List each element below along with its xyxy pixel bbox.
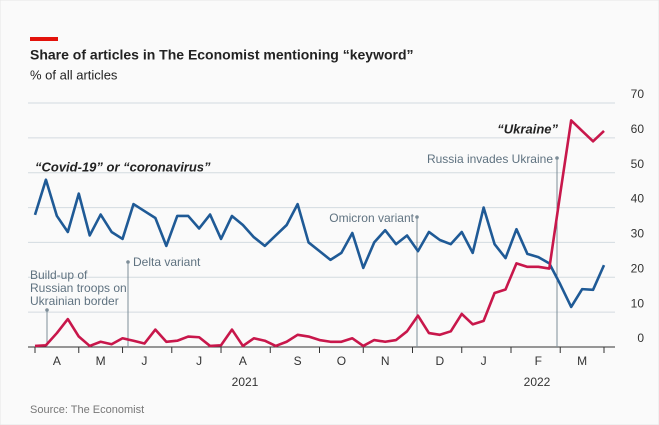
y-tick-label: 10 [631, 296, 645, 310]
annotation-dot [415, 215, 419, 219]
series-line [33, 178, 606, 309]
x-tick-label: M [577, 354, 587, 368]
series-label: “Ukraine” [497, 121, 558, 136]
annotation: Russia invades Ukraine [427, 152, 553, 166]
red-flag [30, 37, 58, 41]
y-tick-label: 0 [637, 331, 644, 345]
series-label: “Covid-19” or “coronavirus” [35, 159, 211, 174]
annotation: Russian troops on [30, 281, 127, 295]
y-tick-label: 40 [631, 192, 645, 206]
x-tick-label: A [239, 354, 247, 368]
x-tick-label: O [337, 354, 346, 368]
x-tick-label: A [53, 354, 61, 368]
annotation: Build-up of [30, 268, 88, 282]
chart-title: Share of articles in The Economist menti… [30, 47, 414, 63]
y-tick-label: 20 [631, 261, 645, 275]
x-tick-label: J [481, 354, 487, 368]
annotation: Ukrainian border [30, 294, 119, 308]
x-tick-label: S [294, 354, 302, 368]
y-tick-label: 50 [631, 157, 645, 171]
annotation-dot [555, 156, 559, 160]
x-tick-label: M [96, 354, 106, 368]
source: Source: The Economist [30, 404, 144, 416]
chart-subtitle: % of all articles [30, 67, 118, 82]
x-tick-label: D [436, 354, 445, 368]
y-tick-label: 30 [631, 227, 645, 241]
annotation-dot [126, 260, 130, 264]
x-tick-label: F [535, 354, 542, 368]
x-tick-label: J [196, 354, 202, 368]
annotation: Delta variant [133, 255, 201, 269]
y-tick-label: 70 [631, 87, 645, 101]
year-label: 2022 [524, 375, 551, 389]
annotation: Omicron variant [329, 211, 414, 225]
y-tick-label: 60 [631, 122, 645, 136]
x-tick-label: N [381, 354, 390, 368]
year-label: 2021 [232, 375, 259, 389]
x-tick-label: J [141, 354, 147, 368]
series-line [34, 119, 605, 348]
annotation-dot [45, 308, 49, 312]
